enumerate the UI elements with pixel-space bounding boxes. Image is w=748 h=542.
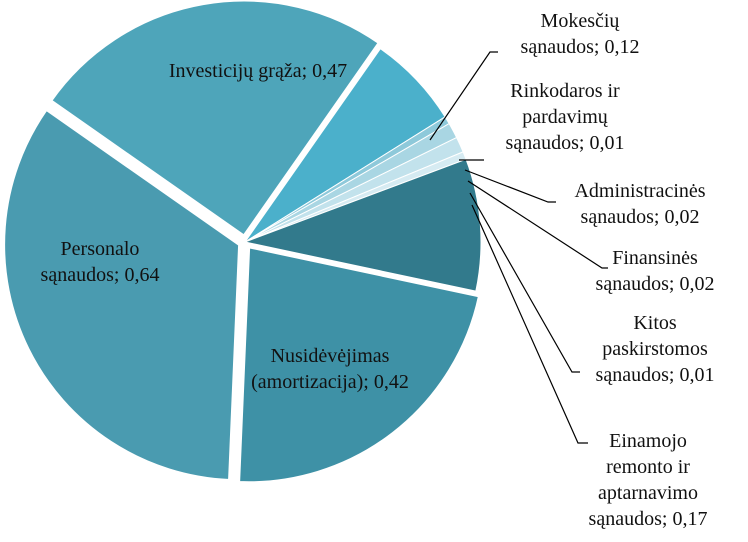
- data-label: Investicijų grąža; 0,47: [163, 58, 353, 84]
- leader-line: [467, 180, 608, 269]
- label-value: 0,12: [604, 36, 640, 58]
- label-value: 0,64: [124, 264, 160, 286]
- data-label: Einamojo remonto ir aptarnavimo sąnaudos…: [578, 428, 718, 532]
- label-category: Personalo sąnaudos: [40, 238, 140, 286]
- label-separator: ;: [661, 508, 668, 530]
- leader-line: [464, 169, 556, 203]
- label-separator: ;: [113, 264, 120, 286]
- data-label: Finansinės sąnaudos; 0,02: [580, 245, 730, 297]
- label-category: Finansinės sąnaudos: [595, 247, 698, 295]
- label-separator: ;: [653, 206, 660, 228]
- label-category: Kitos paskirstomos sąnaudos: [595, 312, 708, 386]
- pie-slice: [237, 244, 482, 485]
- label-value: 0,17: [672, 508, 708, 530]
- label-category: Administracinės sąnaudos: [574, 180, 706, 228]
- data-label: Rinkodaros ir pardavimų sąnaudos; 0,01: [493, 78, 638, 156]
- leader-line: [471, 204, 588, 444]
- label-value: 0,02: [679, 273, 715, 295]
- label-separator: ;: [668, 364, 675, 386]
- label-separator: ;: [301, 60, 308, 82]
- data-label: Administracinės sąnaudos; 0,02: [560, 178, 720, 230]
- label-value: 0,42: [373, 371, 409, 393]
- label-category: Einamojo remonto ir aptarnavimo sąnaudos: [588, 430, 698, 530]
- label-value: 0,47: [312, 60, 348, 82]
- pie-slice: [2, 107, 242, 483]
- leader-line: [429, 51, 498, 141]
- label-value: 0,01: [679, 364, 715, 386]
- data-label: Mokesčių sąnaudos; 0,12: [505, 8, 655, 60]
- data-label: Kitos paskirstomos sąnaudos; 0,01: [580, 310, 730, 388]
- leader-line: [469, 192, 580, 373]
- label-category: Investicijų grąža: [168, 60, 302, 82]
- label-separator: ;: [363, 371, 369, 393]
- label-category: Mokesčių sąnaudos: [520, 10, 620, 58]
- label-value: 0,02: [664, 206, 700, 228]
- label-separator: ;: [578, 132, 585, 154]
- label-category: Rinkodaros ir pardavimų sąnaudos: [505, 80, 620, 154]
- data-label: Personalo sąnaudos; 0,64: [20, 236, 180, 288]
- label-separator: ;: [593, 36, 600, 58]
- label-category: Nusidėvėjimas (amortizacija): [251, 345, 390, 393]
- data-label: Nusidėvėjimas (amortizacija); 0,42: [250, 343, 410, 395]
- label-separator: ;: [668, 273, 675, 295]
- pie-slice: [48, 0, 382, 239]
- label-value: 0,01: [589, 132, 625, 154]
